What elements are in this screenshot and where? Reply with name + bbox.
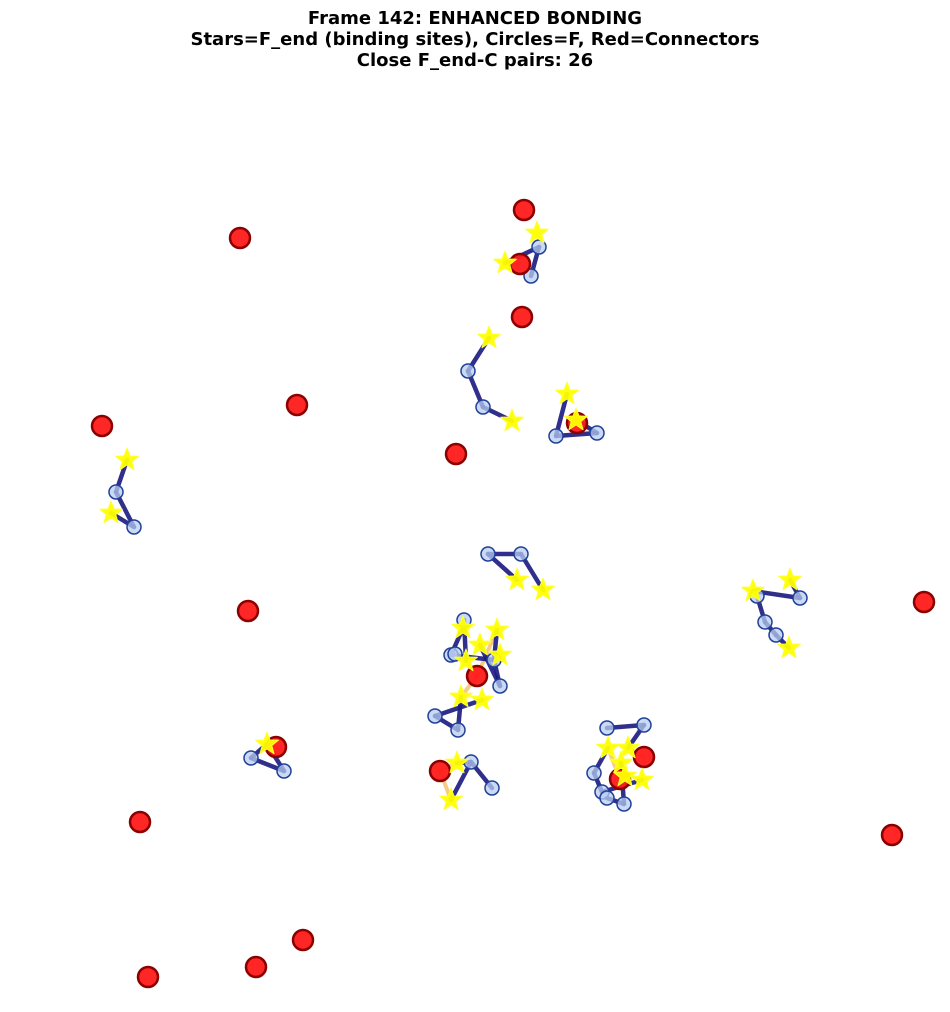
pair-links-layer [265, 261, 646, 802]
connector-point [465, 664, 489, 688]
f-point [792, 590, 808, 606]
connector-point [291, 928, 315, 952]
f-end-star [564, 407, 588, 431]
f-end-star [454, 648, 478, 672]
connector-point [236, 599, 260, 623]
f-point [276, 763, 292, 779]
f-end-star [485, 617, 509, 641]
f-end-star [616, 735, 640, 759]
bonds-layer [108, 244, 803, 807]
f-point [523, 268, 539, 284]
f-points-layer [108, 239, 808, 812]
f-end-star [493, 250, 517, 274]
f-end-star [445, 750, 469, 774]
f-point [475, 399, 491, 415]
f-point [463, 754, 479, 770]
connector-point [90, 414, 114, 438]
f-end-star [255, 731, 279, 755]
f-end-star [609, 750, 633, 774]
f-point [616, 796, 632, 812]
connector-point [512, 198, 536, 222]
f-end-star [630, 767, 654, 791]
f-end-star [505, 567, 529, 591]
f-point [589, 425, 605, 441]
connector-point [136, 965, 160, 989]
f-point [757, 614, 773, 630]
f-point [427, 708, 443, 724]
chart-title: Frame 142: ENHANCED BONDING Stars=F_end … [0, 8, 950, 71]
f-end-star [741, 578, 765, 602]
f-point [531, 239, 547, 255]
f-point [768, 627, 784, 643]
f-end-star [439, 787, 463, 811]
f-end-star [500, 408, 524, 432]
f-end-star [99, 500, 123, 524]
f-end-points-layer [99, 220, 802, 811]
f-end-star [531, 577, 555, 601]
title-line-1: Frame 142: ENHANCED BONDING [307, 8, 643, 29]
f-point [450, 722, 466, 738]
f-end-star [488, 642, 512, 666]
f-point [599, 720, 615, 736]
connector-point [510, 305, 534, 329]
bond-line [432, 697, 485, 719]
f-end-star [555, 381, 579, 405]
connector-point [880, 823, 904, 847]
f-end-star [525, 220, 549, 244]
title-line-3: Close F_end-C pairs: 26 [356, 50, 594, 71]
title-line-2: Stars=F_end (binding sites), Circles=F, … [190, 29, 760, 50]
f-point [484, 780, 500, 796]
f-end-star [613, 763, 637, 787]
f-point [243, 750, 259, 766]
connector-point [444, 442, 468, 466]
f-point [548, 428, 564, 444]
f-point [636, 717, 652, 733]
f-point [492, 678, 508, 694]
connector-point [912, 590, 936, 614]
f-end-star [778, 567, 802, 591]
f-end-star [477, 325, 501, 349]
connector-point [244, 955, 268, 979]
f-end-star [449, 684, 473, 708]
f-end-star [468, 632, 492, 656]
f-end-star [596, 735, 620, 759]
connector-point [632, 745, 656, 769]
f-point [513, 546, 529, 562]
f-point [586, 765, 602, 781]
connector-point [508, 252, 532, 276]
connector-point [228, 226, 252, 250]
connector-point [428, 759, 452, 783]
f-end-star [451, 615, 475, 639]
f-end-star [777, 635, 801, 659]
f-point [480, 546, 496, 562]
f-point [460, 363, 476, 379]
f-end-star [470, 687, 494, 711]
f-point [599, 790, 615, 806]
connector-point [285, 393, 309, 417]
f-point [108, 484, 124, 500]
f-end-star [115, 447, 139, 471]
f-point [126, 519, 142, 535]
connector-point [128, 810, 152, 834]
connectors-layer [90, 198, 936, 989]
